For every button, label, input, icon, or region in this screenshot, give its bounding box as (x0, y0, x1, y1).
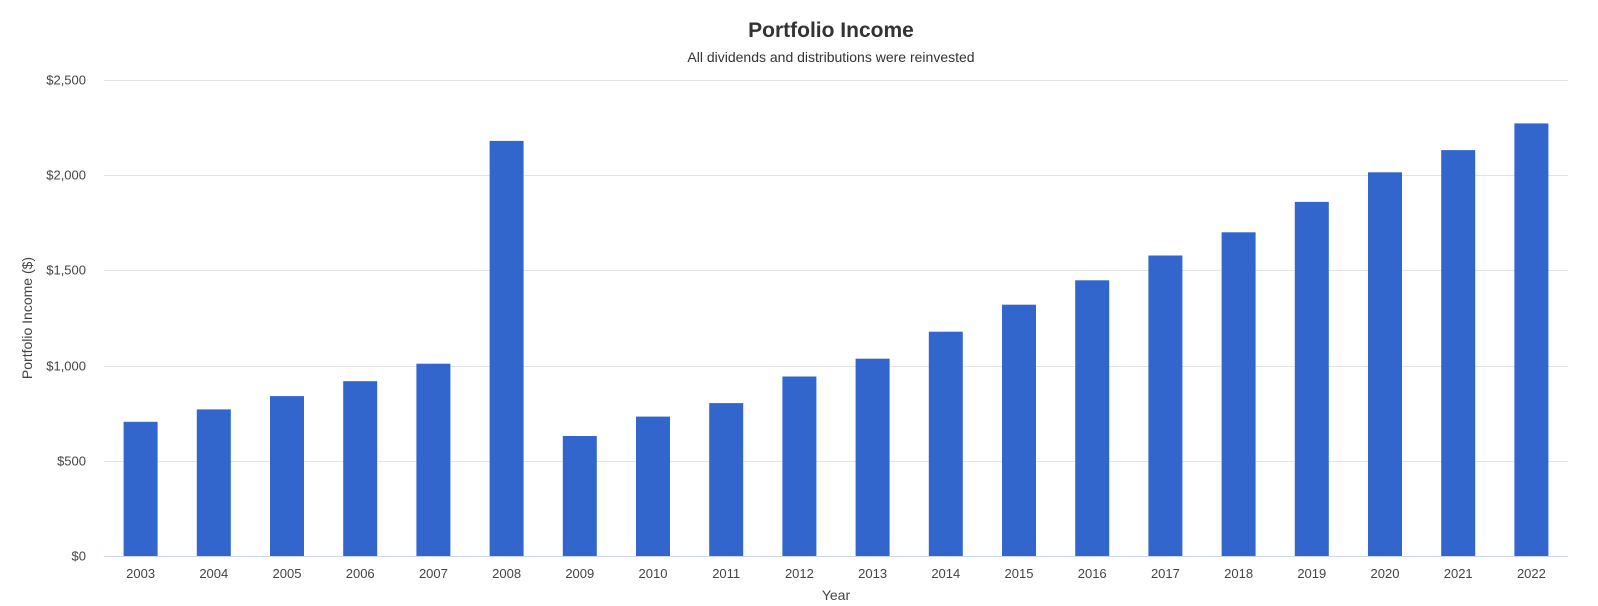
gridlines (104, 80, 1568, 462)
chart-title: Portfolio Income (748, 19, 914, 42)
x-tick-label: 2005 (273, 566, 302, 581)
bar[interactable] (1441, 150, 1476, 556)
x-axis-ticks: 2003 2004 2005 2006 2007 2008 2009 2010 2011 2012… (126, 566, 1546, 581)
bar[interactable] (1368, 172, 1402, 557)
x-tick-label: 2009 (565, 566, 594, 581)
bars (123, 123, 1549, 557)
x-tick-label: 2013 (858, 566, 887, 581)
bar[interactable] (343, 381, 378, 556)
x-tick-label: 2010 (639, 566, 668, 581)
bar[interactable] (489, 140, 524, 556)
x-tick-label: 2022 (1517, 566, 1546, 581)
bar[interactable] (123, 421, 158, 556)
bar[interactable] (1075, 280, 1110, 556)
y-tick-label: $0 (72, 549, 86, 564)
x-tick-label: 2007 (419, 566, 448, 581)
x-tick-label: 2016 (1078, 566, 1107, 581)
x-tick-label: 2008 (492, 566, 521, 581)
y-tick-label: $2,000 (46, 168, 86, 183)
x-tick-label: 2019 (1297, 566, 1326, 581)
bar[interactable] (416, 363, 451, 556)
x-tick-label: 2006 (346, 566, 375, 581)
bar[interactable] (636, 416, 670, 556)
bar[interactable] (1294, 201, 1329, 556)
x-tick-label: 2020 (1371, 566, 1400, 581)
y-tick-label: $1,500 (46, 263, 86, 278)
x-axis-title: Year (822, 587, 851, 603)
x-tick-label: 2018 (1224, 566, 1253, 581)
x-tick-label: 2004 (199, 566, 228, 581)
bar[interactable] (270, 396, 304, 556)
x-tick-label: 2017 (1151, 566, 1180, 581)
bar[interactable] (196, 409, 231, 556)
y-axis-ticks: $0 $500 $1,000 $1,500 $2,000 $2,500 (46, 73, 86, 564)
x-tick-label: 2014 (931, 566, 960, 581)
bar[interactable] (709, 403, 744, 556)
chart-subtitle: All dividends and distributions were rei… (687, 49, 974, 65)
y-tick-label: $1,000 (46, 359, 86, 374)
x-tick-label: 2021 (1444, 566, 1473, 581)
x-tick-label: 2012 (785, 566, 814, 581)
y-tick-label: $2,500 (46, 73, 86, 88)
bar[interactable] (562, 436, 597, 556)
bar[interactable] (782, 376, 817, 557)
x-tick-label: 2011 (712, 566, 740, 581)
bar[interactable] (855, 358, 890, 556)
bar[interactable] (1148, 255, 1183, 557)
x-tick-label: 2015 (1005, 566, 1034, 581)
bar[interactable] (1002, 304, 1036, 556)
y-axis-title: Portfolio Income ($) (19, 257, 35, 379)
bar[interactable] (928, 331, 963, 556)
y-tick-label: $500 (57, 454, 86, 469)
bar[interactable] (1514, 123, 1549, 557)
bar[interactable] (1221, 232, 1256, 557)
x-tick-label: 2003 (126, 566, 155, 581)
